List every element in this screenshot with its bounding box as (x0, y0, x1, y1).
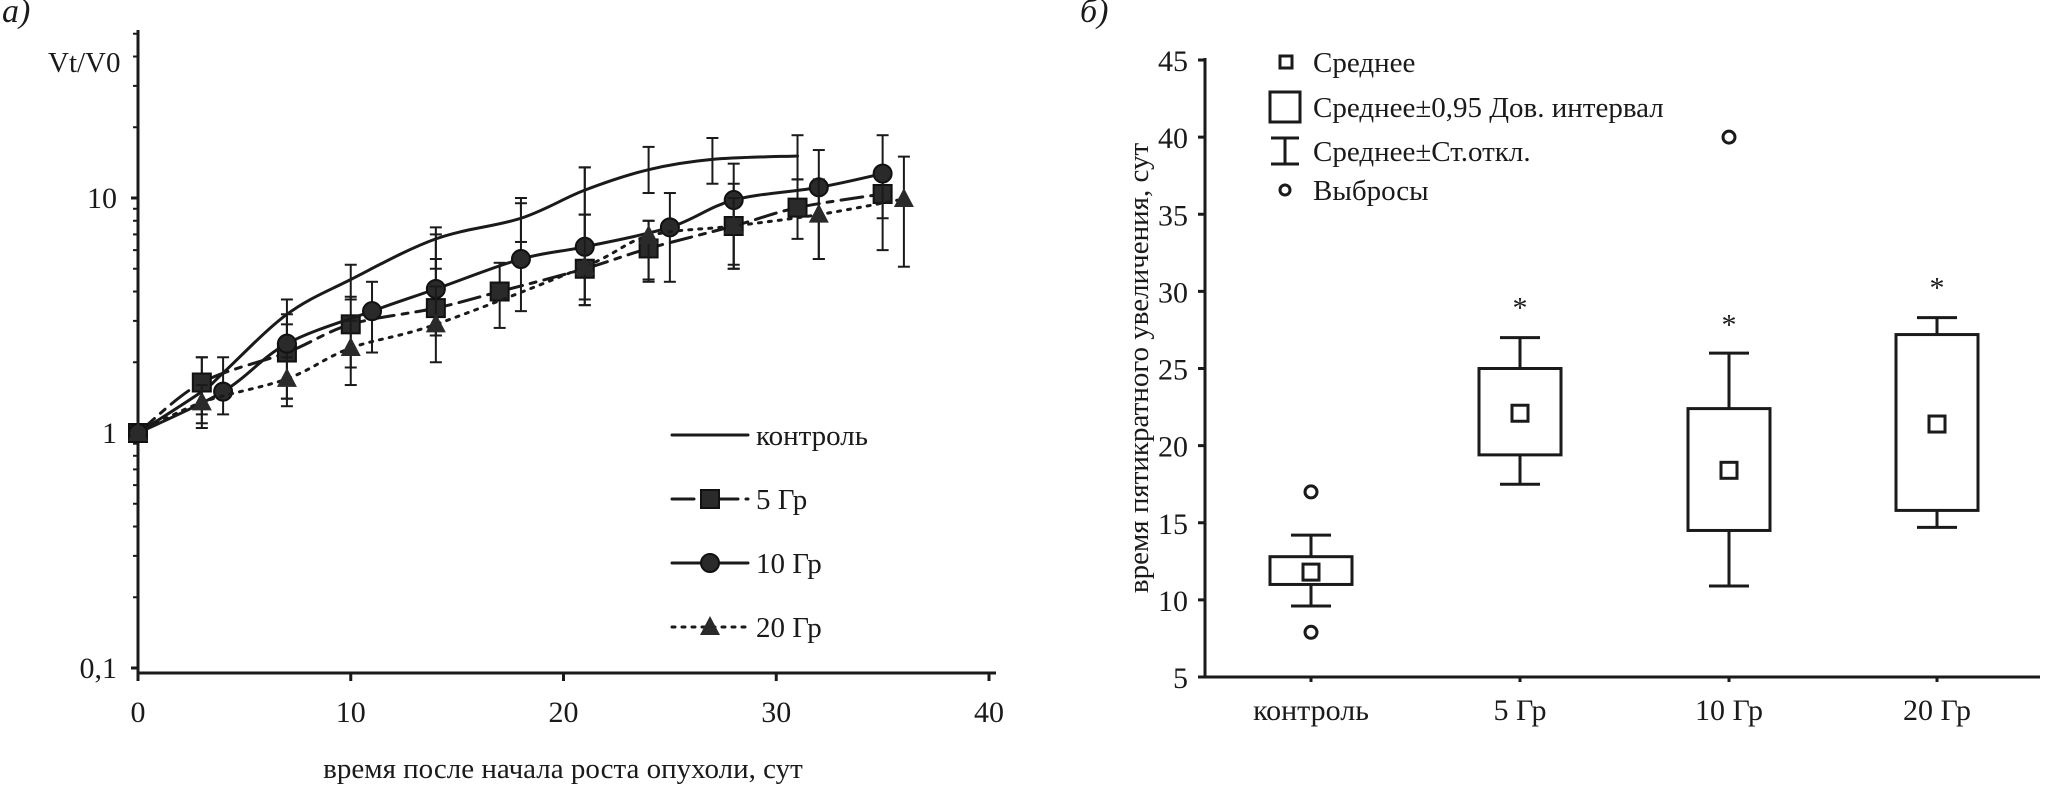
significance-mark: * (1513, 292, 1528, 325)
triangle-marker (893, 188, 914, 208)
significance-mark: * (1722, 309, 1737, 342)
triangle-marker (425, 313, 446, 333)
circle-marker (700, 553, 720, 573)
square-marker (489, 281, 510, 302)
circle-marker (659, 217, 680, 238)
y-tick-label: 10 (1158, 585, 1188, 618)
triangle-marker (700, 616, 720, 635)
series-line (136, 197, 906, 435)
circle-marker (276, 333, 297, 354)
y-tick-label: 1 (102, 417, 117, 450)
y-axis-label: Vt/V0 (48, 47, 121, 79)
outlier-marker (1721, 129, 1737, 145)
triangle-marker (191, 391, 212, 411)
x-tick-label: 30 (761, 696, 791, 729)
x-tick-label: 10 (336, 696, 366, 729)
x-tick-label: 40 (974, 696, 1004, 729)
legend-label: контроль (756, 420, 868, 452)
significance-mark: * (1930, 272, 1945, 305)
x-tick-label: 20 (549, 696, 579, 729)
panel-label-b: б) (1080, 0, 1108, 30)
triangle-marker (276, 367, 297, 387)
square-marker (700, 489, 720, 509)
series-triangle-3 (128, 155, 914, 441)
box-0: контроль (1253, 484, 1369, 727)
x-axis-label: время после начала роста опухоли, сут (323, 753, 803, 785)
triangle-marker (340, 336, 361, 356)
square-marker (787, 197, 808, 218)
outlier-marker (1303, 484, 1319, 500)
series-line (136, 172, 885, 435)
x-tick-label: 5 Гр (1494, 694, 1547, 727)
x-tick-label: 10 Гр (1695, 694, 1763, 727)
y-tick-label: 20 (1158, 431, 1188, 464)
circle-marker (362, 301, 383, 322)
legend-outlier-icon (1278, 183, 1292, 197)
mean-marker (1301, 562, 1321, 582)
y-tick-label: 25 (1158, 354, 1188, 387)
legend-label: Выбросы (1313, 175, 1429, 207)
mean-marker (1510, 403, 1530, 423)
box-plot-chart: б) время пятикратного увеличения, сут 5 1… (1080, 0, 2040, 727)
legend-ci-icon (1268, 90, 1302, 124)
series-square-1 (128, 170, 893, 443)
y-tick-label: 5 (1173, 662, 1188, 695)
mean-marker (1927, 414, 1947, 434)
legend: Среднее Среднее±0,95 Дов. интервал Среднее… (1268, 47, 1664, 207)
legend-label: 20 Гр (756, 612, 822, 644)
y-tick-label: 15 (1158, 508, 1188, 541)
box-2: 10 Гр * (1686, 129, 1772, 727)
triangle-marker (128, 422, 148, 441)
circle-marker (510, 249, 531, 270)
legend-label: Среднее (1313, 47, 1415, 79)
triangle-marker (638, 224, 659, 244)
legend-label: 5 Гр (756, 484, 807, 516)
y-axis-label: время пятикратного увеличения, сут (1123, 143, 1155, 594)
y-tick-label: 30 (1158, 276, 1188, 309)
y-tick-label: 35 (1158, 199, 1188, 232)
mean-marker (1719, 460, 1739, 480)
y-tick-label: 10 (87, 182, 117, 215)
y-tick-label: 45 (1158, 45, 1188, 78)
series-circle-2 (128, 134, 893, 443)
legend-label: 10 Гр (756, 548, 822, 580)
triangle-marker (808, 203, 829, 223)
box-1: 5 Гр * (1477, 292, 1563, 727)
triangle-marker (723, 215, 744, 235)
x-tick-label: 20 Гр (1903, 694, 1971, 727)
y-tick-label: 0,1 (80, 652, 118, 685)
legend-label: Среднее±0,95 Дов. интервал (1313, 92, 1664, 124)
circle-marker (872, 163, 893, 184)
circle-marker (213, 381, 234, 402)
series-line (136, 192, 885, 435)
growth-curve-chart: а) Vt/V0 время после начала роста опухол… (2, 0, 1004, 785)
y-tick-label: 40 (1158, 122, 1188, 155)
x-tick-label: 0 (131, 696, 146, 729)
panel-label-a: а) (2, 0, 30, 30)
legend-label: Среднее±Ст.откл. (1313, 136, 1531, 168)
x-tick-label: контроль (1253, 694, 1369, 727)
series-line (136, 154, 800, 435)
box-3: 20 Гр * (1894, 272, 1980, 727)
outlier-marker (1303, 624, 1319, 640)
series-none-0 (136, 134, 804, 435)
legend-mean-icon (1278, 54, 1294, 70)
triangle-marker (574, 255, 595, 275)
